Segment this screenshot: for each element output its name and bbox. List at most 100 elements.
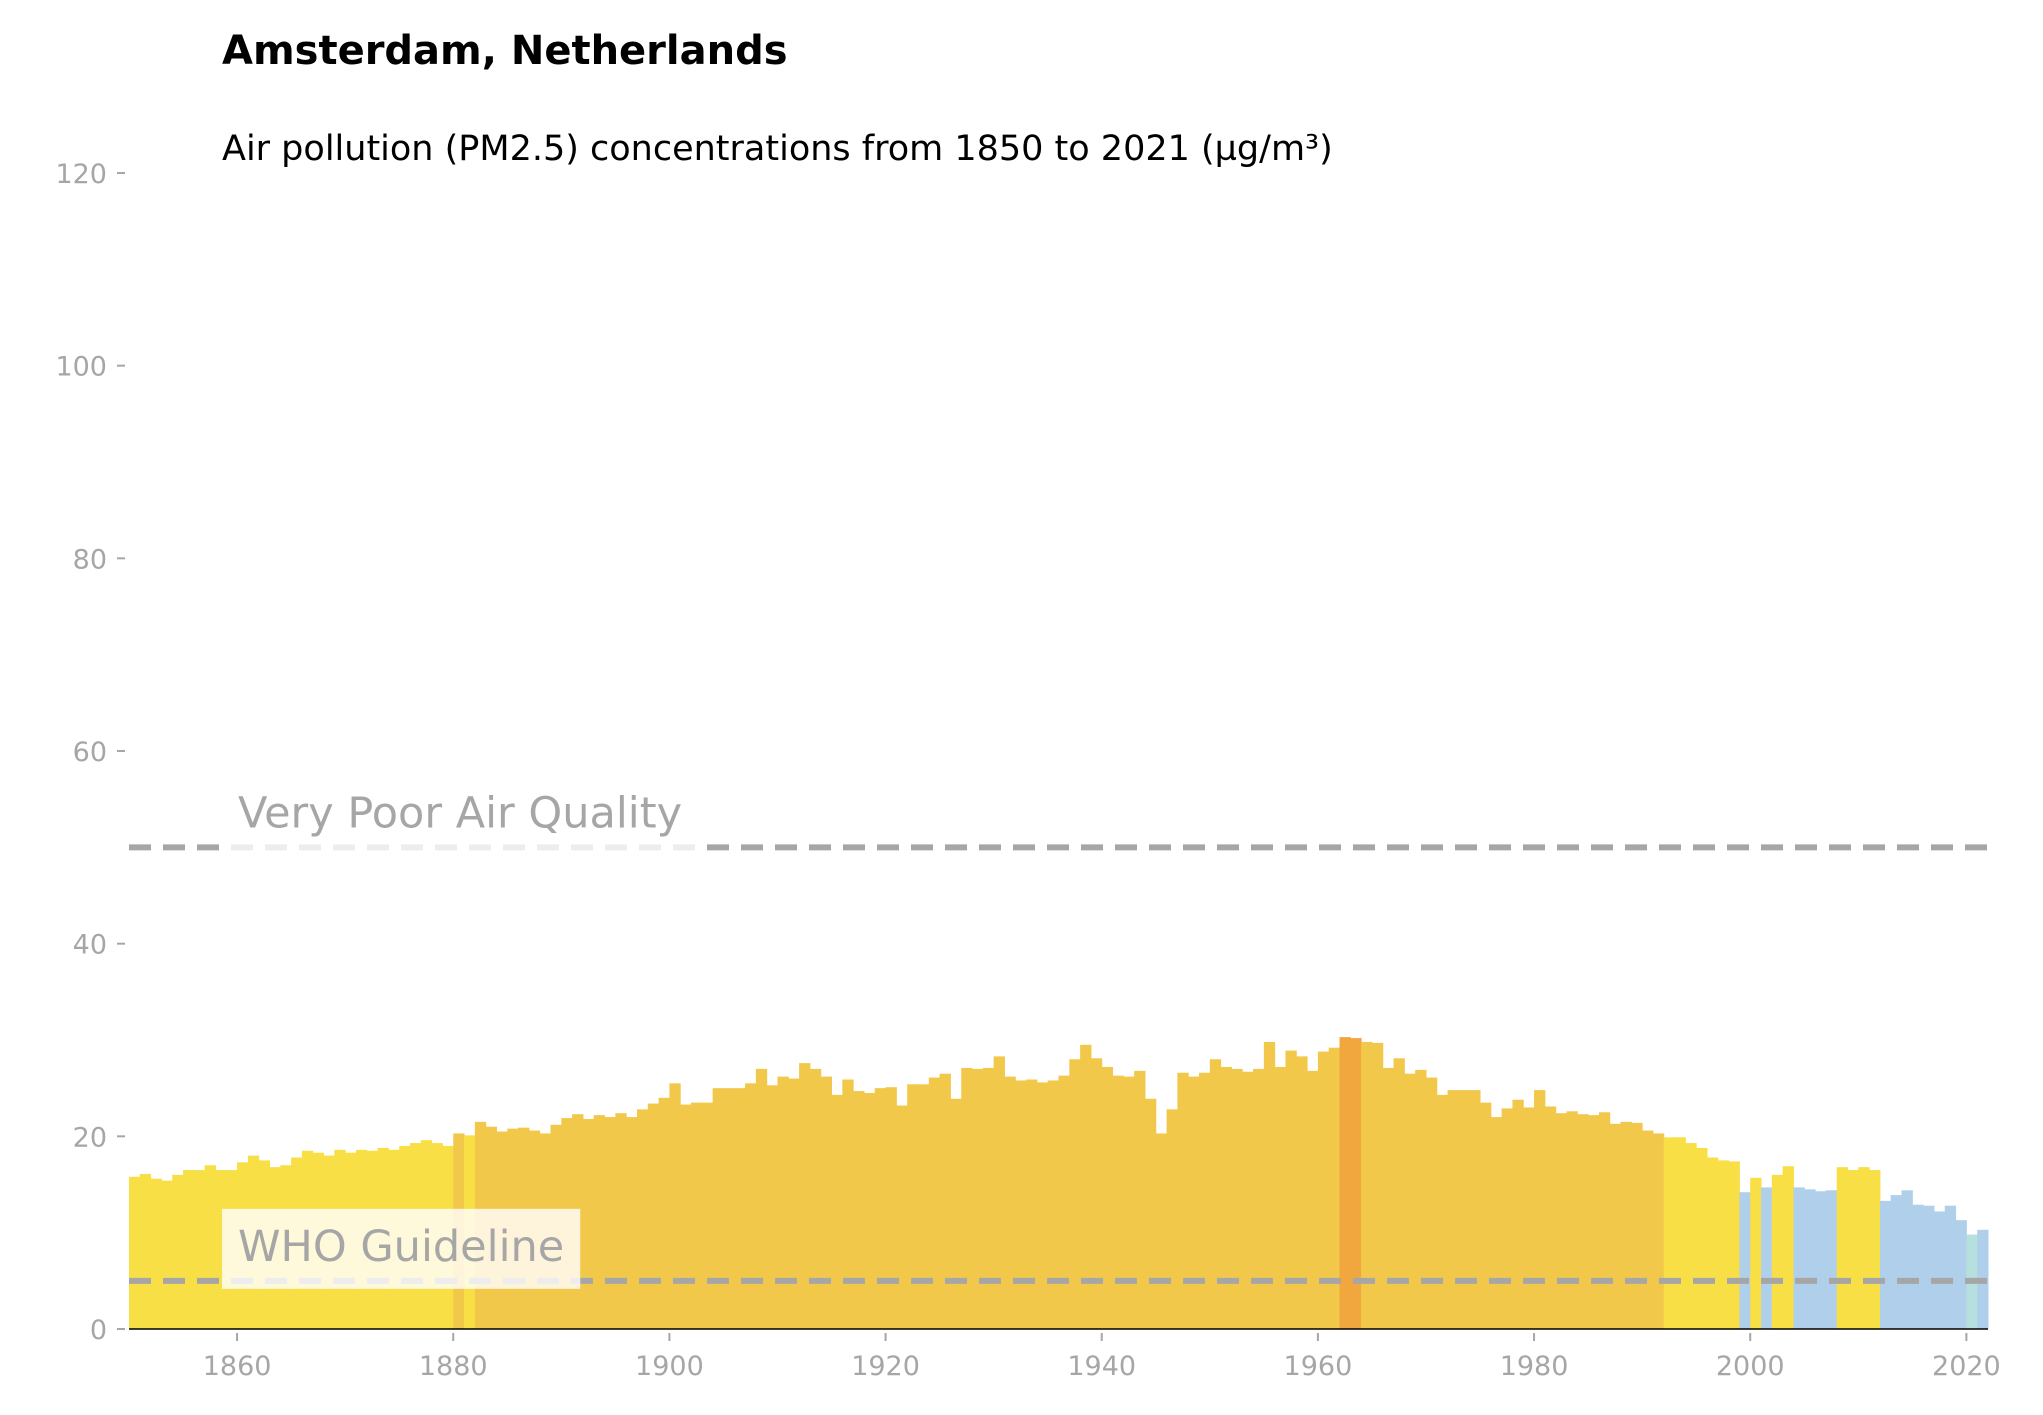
bar [1155, 1133, 1168, 1329]
bar [636, 1109, 649, 1329]
bar [1501, 1108, 1513, 1329]
bar [788, 1078, 800, 1329]
bar [1847, 1170, 1859, 1329]
chart-subtitle: Air pollution (PM2.5) concentrations fro… [222, 129, 1333, 169]
bar [831, 1094, 843, 1329]
bar [1144, 1098, 1157, 1329]
bar [928, 1077, 941, 1329]
bar [1728, 1161, 1740, 1329]
bar [1101, 1066, 1114, 1329]
bar [1858, 1167, 1870, 1329]
bar [1771, 1174, 1784, 1329]
bar [1469, 1090, 1481, 1329]
bar [139, 1173, 152, 1329]
bar [1739, 1192, 1751, 1329]
bar [1339, 1037, 1351, 1329]
bar [1209, 1059, 1222, 1329]
bar [1307, 1070, 1319, 1329]
bar [755, 1068, 768, 1329]
bar [1869, 1170, 1881, 1329]
bar [734, 1088, 746, 1329]
bar [917, 1084, 930, 1329]
bar [1350, 1038, 1362, 1329]
y-tick-label: 100 [55, 352, 107, 383]
bar [1004, 1076, 1016, 1329]
bar [1036, 1082, 1049, 1329]
x-tick-label: 1900 [635, 1351, 704, 1382]
bar [1263, 1041, 1276, 1329]
bar [1717, 1160, 1730, 1329]
reference-label: WHO Guideline [238, 1222, 564, 1272]
bar [939, 1073, 951, 1329]
bar [1566, 1111, 1578, 1329]
bar [745, 1083, 757, 1329]
bar [1620, 1121, 1632, 1329]
bar [1609, 1123, 1622, 1329]
bar [604, 1117, 616, 1329]
bar [1296, 1056, 1308, 1329]
bar [701, 1102, 714, 1329]
bar [1090, 1058, 1103, 1329]
bar [1123, 1076, 1135, 1329]
bar [1696, 1147, 1708, 1329]
bar [593, 1115, 606, 1329]
bar [193, 1170, 206, 1329]
bar [215, 1170, 227, 1329]
bar [766, 1085, 778, 1329]
bar [950, 1098, 962, 1329]
bar [1231, 1068, 1243, 1329]
bar [1371, 1042, 1384, 1329]
bar [1652, 1133, 1665, 1329]
bar [647, 1103, 660, 1329]
bar [1761, 1187, 1773, 1329]
bar [1317, 1051, 1330, 1329]
bar [1588, 1115, 1600, 1329]
bar [1955, 1220, 1967, 1329]
label-box [222, 1208, 581, 1289]
overlays: WHO Guideline Very Poor Air Quality [129, 775, 1988, 1289]
x-tick-label: 1960 [1284, 1351, 1353, 1382]
bar [1879, 1200, 1892, 1329]
bar [1706, 1157, 1719, 1329]
y-tick-label: 40 [73, 930, 107, 961]
bar [799, 1063, 811, 1329]
bar [1177, 1072, 1189, 1329]
x-tick-label: 1920 [851, 1351, 920, 1382]
bar [1512, 1099, 1524, 1329]
bar [1080, 1044, 1092, 1329]
bar [982, 1067, 995, 1329]
bar [1112, 1075, 1124, 1329]
bar [1058, 1075, 1070, 1329]
bar [896, 1105, 908, 1329]
bar [1026, 1079, 1038, 1329]
bar [1663, 1137, 1676, 1329]
bar [615, 1113, 627, 1329]
y-tick-label: 120 [55, 159, 107, 190]
bar [1490, 1117, 1503, 1329]
bar [853, 1091, 865, 1329]
bar [1555, 1113, 1567, 1329]
bar [809, 1068, 822, 1329]
bar [1220, 1066, 1232, 1329]
bar [777, 1076, 789, 1329]
bar [1793, 1187, 1805, 1329]
bar [993, 1056, 1005, 1329]
bar [1923, 1205, 1935, 1329]
bar [1274, 1066, 1286, 1329]
bar [183, 1170, 195, 1329]
bar [1782, 1166, 1794, 1329]
bar [1015, 1080, 1027, 1329]
x-tick-label: 1880 [419, 1351, 488, 1382]
bar [1436, 1094, 1449, 1329]
chart-title: Amsterdam, Netherlands [222, 28, 788, 74]
bar [680, 1104, 692, 1329]
x-tick-label: 1860 [203, 1351, 272, 1382]
y-tick-label: 0 [90, 1315, 107, 1346]
y-tick-label: 60 [73, 737, 107, 768]
bar [1242, 1071, 1254, 1329]
bar [1534, 1090, 1546, 1329]
bar [1425, 1077, 1438, 1329]
bar [658, 1097, 670, 1329]
